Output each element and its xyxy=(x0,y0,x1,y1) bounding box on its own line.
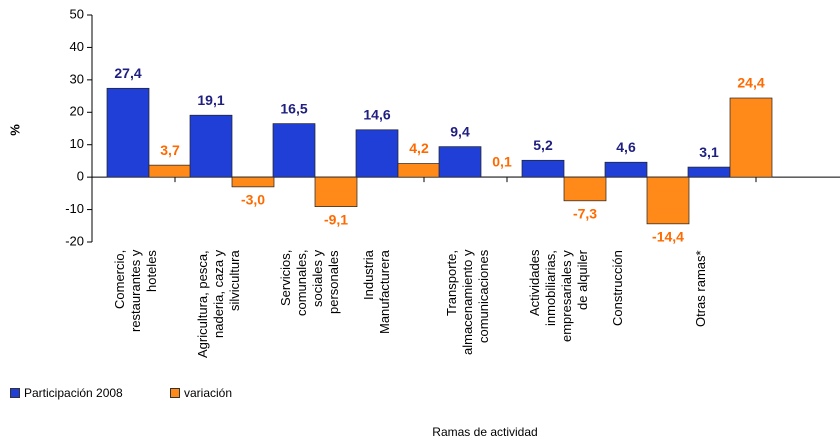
x-tick-label: Construcción xyxy=(610,250,625,326)
legend-label: Participación 2008 xyxy=(24,386,123,400)
legend-swatch xyxy=(170,388,180,398)
bar xyxy=(189,114,233,178)
legend-label: variación xyxy=(184,386,233,400)
y-tick-label: 30 xyxy=(70,71,84,86)
value-label: -7,3 xyxy=(573,206,597,222)
y-tick-label: 40 xyxy=(70,39,84,54)
value-label: -9,1 xyxy=(324,211,348,227)
y-axis-title: % xyxy=(7,124,22,136)
value-label: 3,7 xyxy=(160,142,180,158)
legend-item: variación xyxy=(170,386,232,400)
x-tick-label: Otras ramas* xyxy=(693,250,708,327)
bar xyxy=(148,164,192,178)
value-label: 4,2 xyxy=(409,140,429,156)
x-tick-label: Industria Manufacturera xyxy=(361,250,392,334)
y-tick-label: 50 xyxy=(70,6,84,21)
bar xyxy=(231,176,275,188)
bar xyxy=(272,123,316,178)
bar xyxy=(687,166,731,178)
bar xyxy=(106,87,150,178)
x-tick-label: Servicios, comunales, sociales y persona… xyxy=(278,250,341,317)
value-label: 4,6 xyxy=(616,139,636,155)
bar xyxy=(314,176,358,208)
x-tick-label: Agricultura, pesca, naderia, caza y silv… xyxy=(195,250,242,358)
value-label: -3,0 xyxy=(241,192,265,208)
bar xyxy=(355,129,399,178)
x-tick-label: Comercio, restaurantes y hoteles xyxy=(112,250,159,333)
value-label: 24,4 xyxy=(737,75,764,91)
bar xyxy=(438,146,482,178)
legend-item: Participación 2008 xyxy=(10,386,123,400)
value-label: 3,1 xyxy=(699,144,719,160)
x-tick-label: Transporte, almacenamiento y comunicacio… xyxy=(444,250,491,356)
y-tick-label: -10 xyxy=(65,201,84,216)
value-label: 14,6 xyxy=(363,107,390,123)
value-label: 19,1 xyxy=(197,92,224,108)
value-label: 0,1 xyxy=(492,154,512,170)
bar xyxy=(729,97,773,178)
legend-swatch xyxy=(10,388,20,398)
x-axis-title: Ramas de actividad xyxy=(432,425,537,439)
value-label: 16,5 xyxy=(280,100,307,116)
value-label: 27,4 xyxy=(114,65,141,81)
bar xyxy=(397,163,441,178)
bar xyxy=(563,176,607,202)
bar xyxy=(521,159,565,178)
bar xyxy=(604,161,648,178)
value-label: -14,4 xyxy=(652,229,684,245)
bar xyxy=(646,176,690,225)
value-label: 5,2 xyxy=(533,137,553,153)
y-tick-label: 20 xyxy=(70,104,84,119)
y-tick-label: 10 xyxy=(70,136,84,151)
x-tick-label: Actividades inmobiliarias, empresariales… xyxy=(527,250,590,342)
y-tick-label: -20 xyxy=(65,233,84,248)
value-label: 9,4 xyxy=(450,123,470,139)
y-tick-label: 0 xyxy=(77,169,84,184)
